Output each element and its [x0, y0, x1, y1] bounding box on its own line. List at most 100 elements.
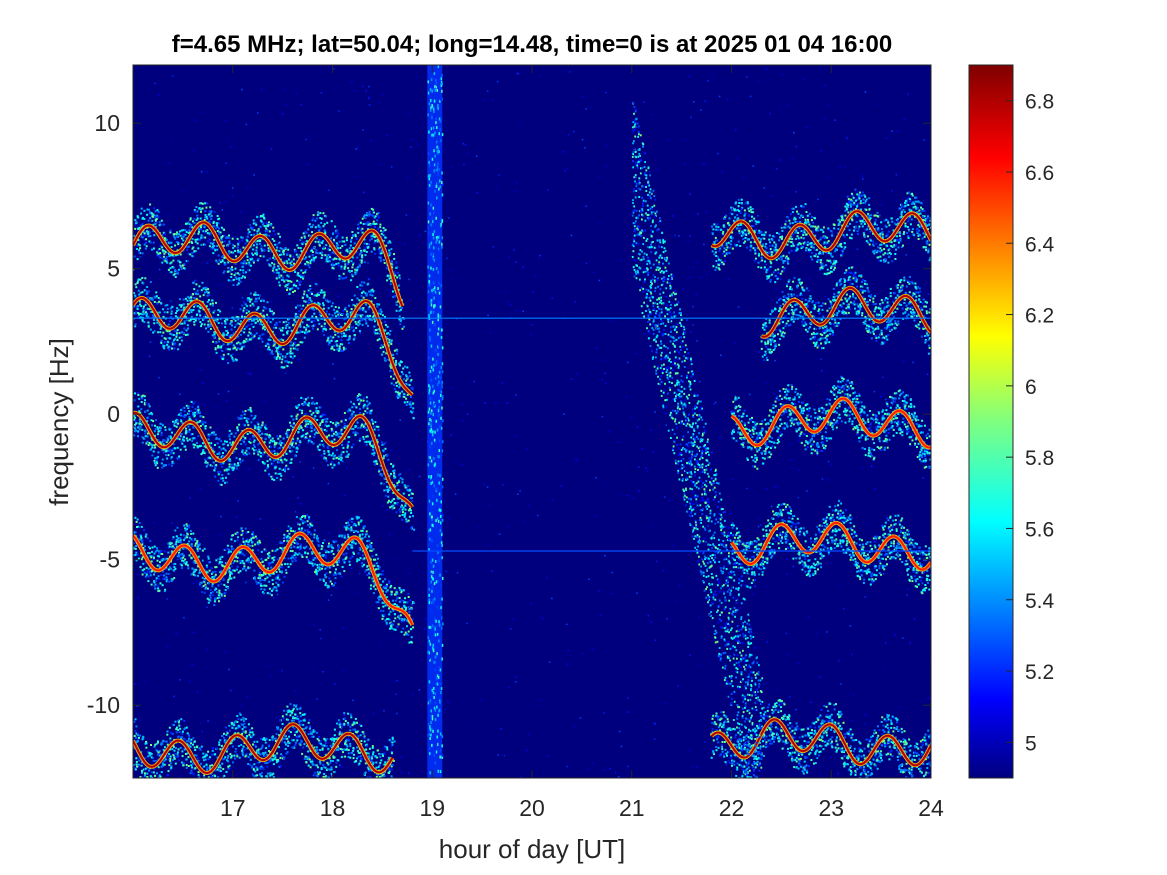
trace-speckle — [134, 416, 137, 419]
trace-speckle — [369, 224, 372, 227]
noise-pixel — [617, 441, 619, 443]
noise-pixel — [652, 451, 654, 453]
noise-pixel — [924, 210, 926, 212]
noise-pixel — [726, 98, 728, 100]
feature-Doppler-trace-band — [133, 392, 416, 531]
trace-speckle — [291, 450, 294, 453]
trace-speckle — [411, 500, 414, 503]
trace-speckle — [238, 423, 241, 426]
trace-speckle — [173, 273, 176, 276]
trace-speckle — [278, 461, 281, 464]
trace-speckle — [257, 306, 260, 309]
trace-speckle — [383, 357, 386, 360]
trace-speckle — [147, 575, 150, 578]
trace-speckle — [344, 335, 347, 338]
noise-pixel — [341, 743, 343, 745]
trace-speckle — [197, 238, 200, 241]
trace-speckle — [150, 555, 153, 558]
trace-speckle — [176, 231, 179, 234]
trace-speckle — [383, 320, 386, 323]
trace-speckle — [152, 241, 155, 244]
noise-pixel — [292, 476, 294, 478]
trace-speckle — [313, 302, 316, 305]
trace-speckle — [334, 311, 337, 314]
trace-speckle — [367, 213, 370, 216]
trace-speckle — [396, 391, 399, 394]
trace-speckle — [240, 236, 243, 239]
trace-speckle — [307, 289, 310, 292]
noise-pixel — [522, 310, 524, 312]
trace-speckle — [310, 258, 313, 261]
trace-speckle — [279, 478, 282, 481]
trace-speckle — [283, 280, 286, 283]
noise-pixel — [393, 557, 396, 559]
trace-speckle — [396, 276, 399, 279]
trace-speckle — [139, 291, 142, 294]
noise-pixel — [672, 544, 674, 547]
trace-speckle — [268, 263, 271, 265]
trace-speckle — [185, 437, 188, 440]
trace-speckle — [176, 437, 179, 440]
trace-speckle — [219, 470, 222, 473]
trace-speckle — [360, 281, 363, 284]
noise-pixel — [242, 755, 245, 757]
trace-speckle — [260, 452, 263, 455]
trace-speckle — [224, 322, 227, 325]
trace-speckle — [360, 319, 363, 322]
trace-speckle — [334, 423, 337, 426]
trace-speckle — [380, 468, 383, 471]
noise-pixel — [492, 246, 495, 248]
trace-speckle — [379, 260, 382, 263]
noise-pixel — [787, 524, 789, 527]
trace-speckle — [262, 223, 264, 226]
trace-speckle — [253, 417, 256, 419]
trace-speckle — [317, 292, 319, 294]
trace-speckle — [356, 315, 358, 318]
trace-speckle — [385, 480, 388, 483]
trace-speckle — [189, 218, 192, 221]
trace-speckle — [304, 425, 307, 428]
noise-pixel — [695, 293, 697, 296]
trace-speckle — [392, 504, 395, 507]
trace-speckle — [214, 341, 217, 344]
noise-pixel — [793, 421, 796, 424]
noise-pixel — [281, 113, 284, 115]
noise-pixel — [379, 644, 381, 647]
noise-pixel — [638, 466, 640, 468]
trace-speckle — [258, 239, 260, 242]
noise-pixel — [319, 629, 321, 631]
trace-speckle — [264, 225, 267, 228]
trace-speckle — [166, 311, 169, 314]
trace-speckle — [350, 446, 353, 449]
trace-speckle — [253, 439, 256, 442]
trace-speckle — [366, 411, 369, 414]
trace-speckle — [393, 469, 396, 472]
noise-pixel — [484, 402, 486, 404]
trace-speckle — [212, 220, 215, 223]
trace-speckle — [228, 250, 231, 253]
noise-pixel — [573, 725, 575, 728]
trace-speckle — [404, 383, 407, 386]
noise-pixel — [839, 585, 841, 587]
trace-speckle — [398, 309, 401, 312]
trace-speckle — [295, 344, 298, 347]
trace-speckle — [152, 314, 155, 317]
trace-speckle — [249, 431, 252, 434]
trace-speckle — [340, 265, 343, 268]
trace-speckle — [392, 377, 395, 380]
noise-pixel — [921, 700, 923, 702]
noise-pixel — [495, 402, 497, 405]
noise-pixel — [787, 654, 789, 657]
trace-speckle — [167, 437, 170, 440]
trace-speckle — [321, 240, 324, 243]
trace-speckle — [365, 396, 368, 399]
trace-speckle — [284, 468, 286, 471]
trace-speckle — [205, 465, 208, 468]
noise-pixel — [172, 348, 175, 351]
trace-speckle — [133, 554, 136, 557]
trace-speckle — [138, 293, 141, 296]
trace-speckle — [165, 454, 167, 457]
trace-speckle — [350, 427, 353, 430]
noise-pixel — [579, 717, 582, 719]
trace-speckle — [177, 241, 180, 244]
